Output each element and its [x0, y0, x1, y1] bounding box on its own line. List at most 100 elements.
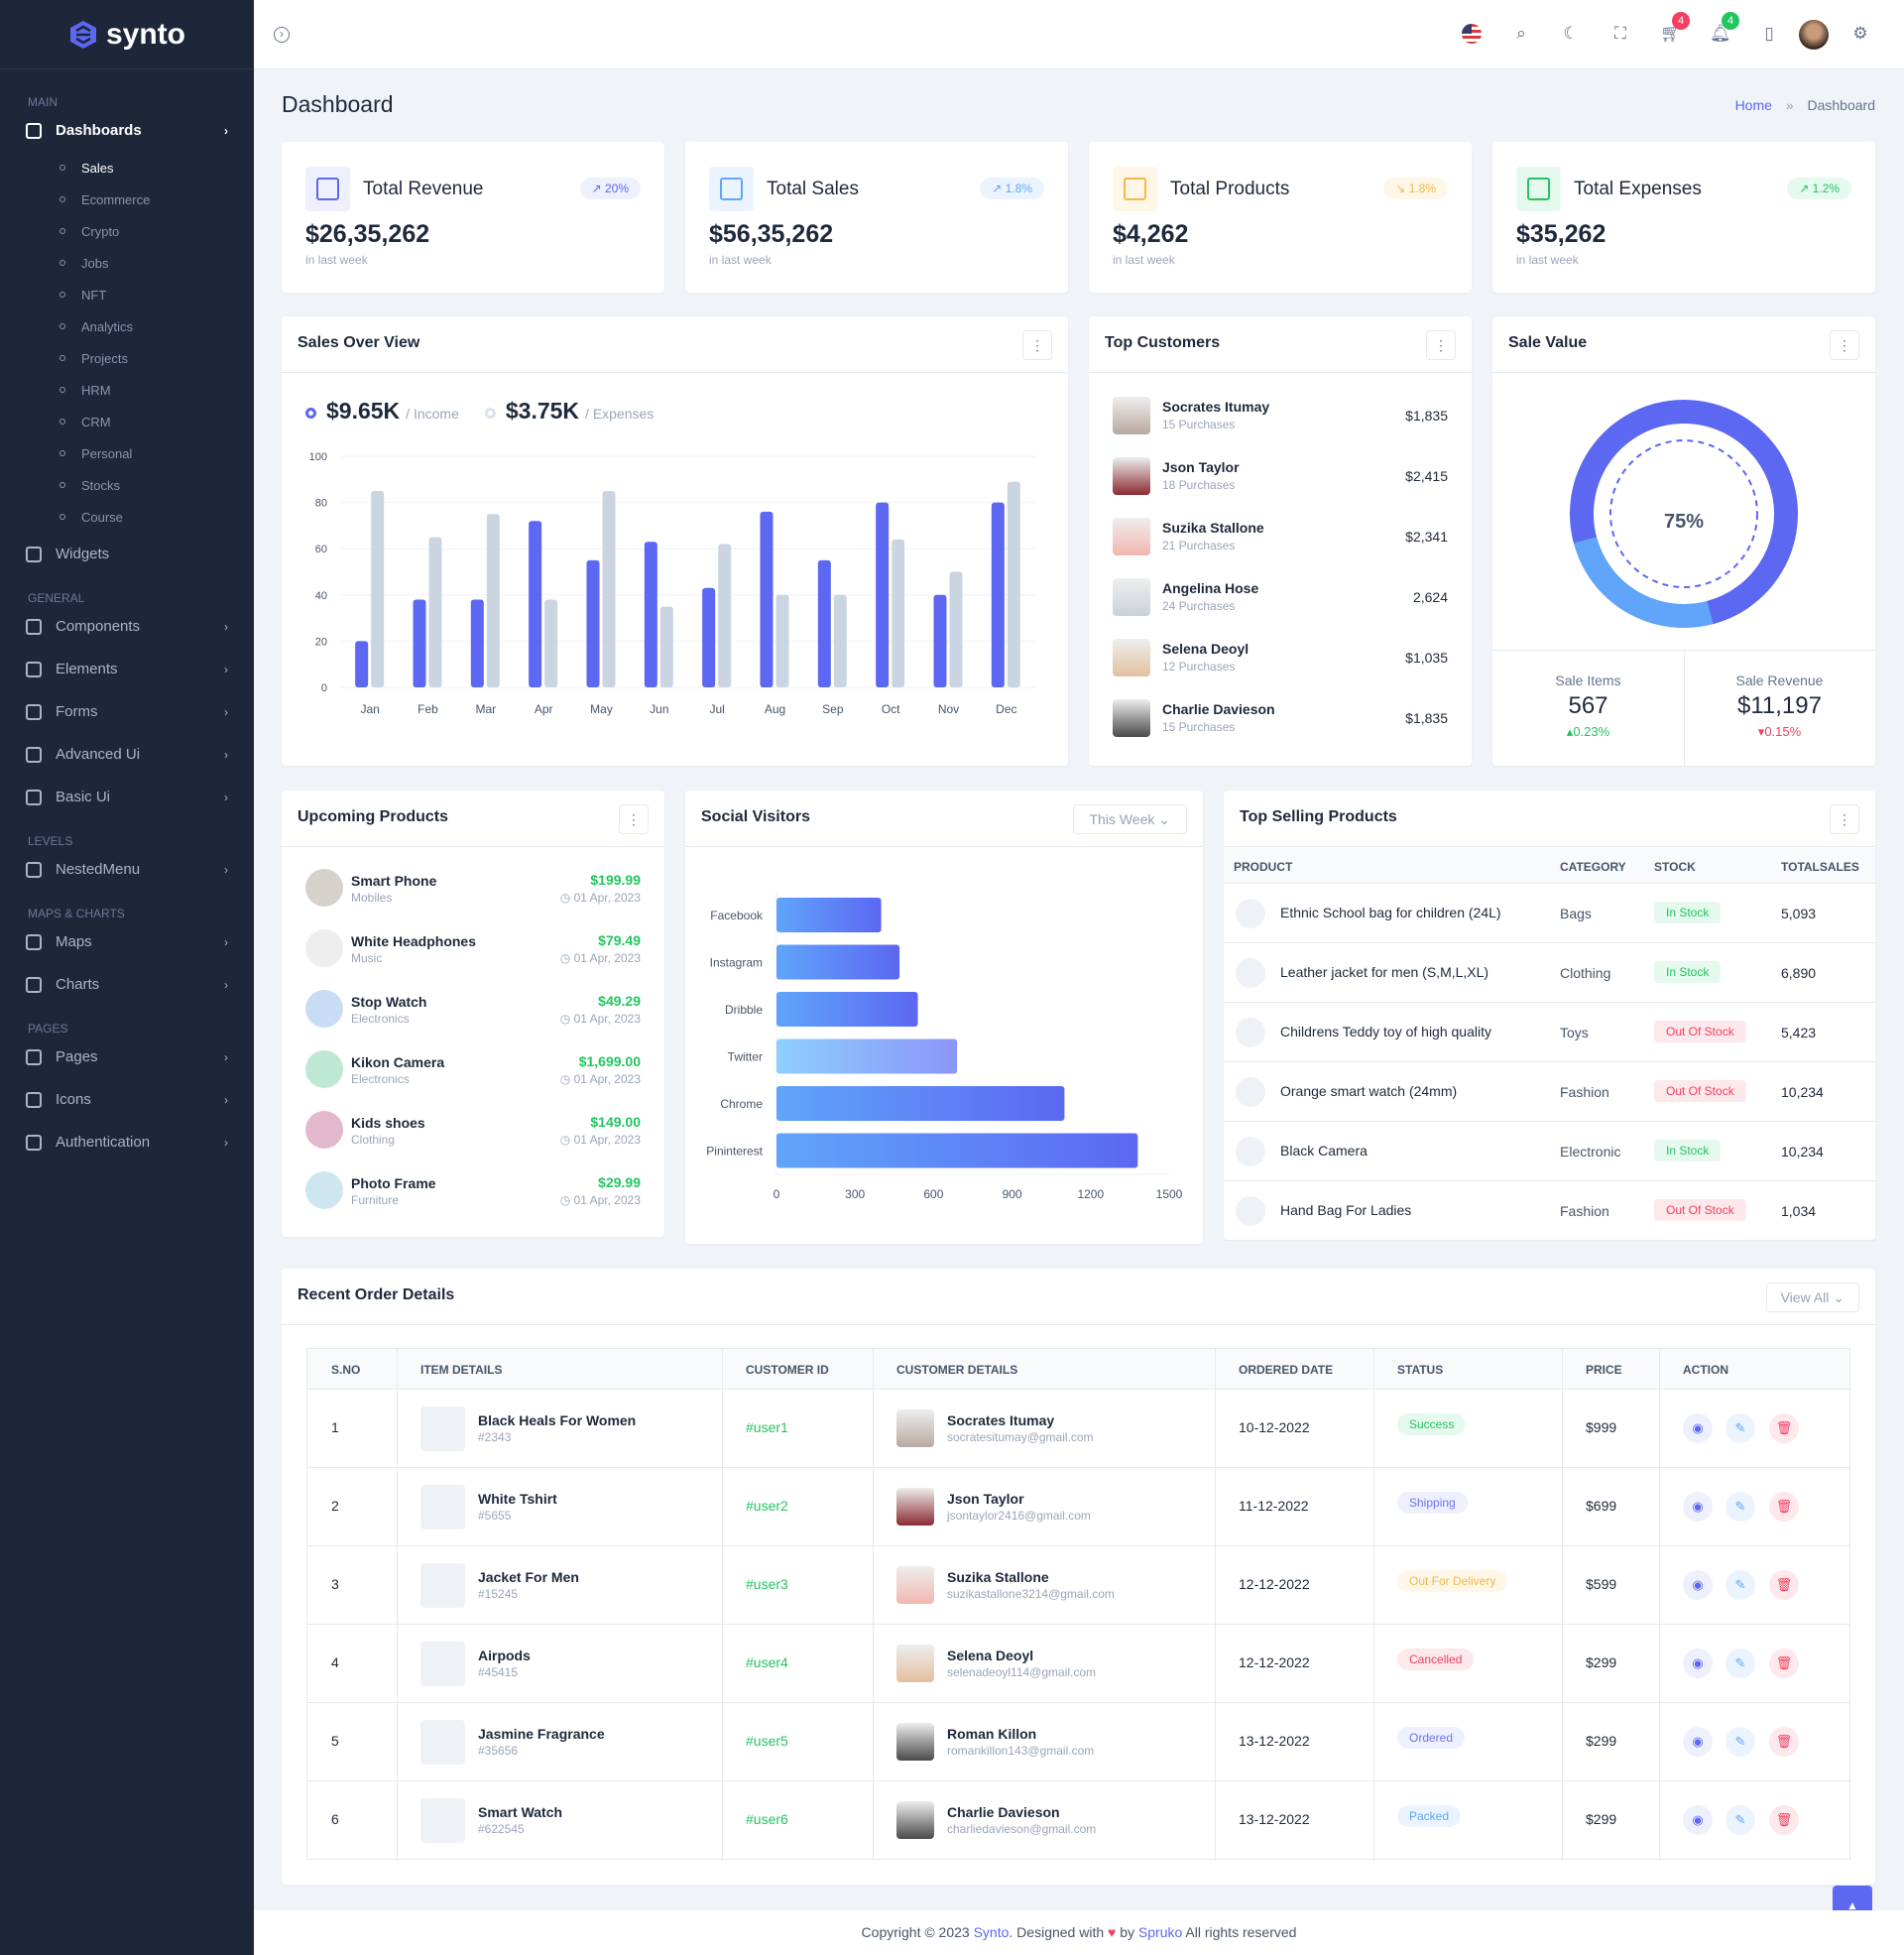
upcoming-product-item[interactable]: Kikon Camera Electronics $1,699.00 ◷ 01 … [282, 1050, 664, 1095]
sidebar-item-basic-ui[interactable]: Basic Ui › [0, 776, 254, 818]
customer-item[interactable]: Charlie Davieson 15 Purchases $1,835 [1089, 699, 1472, 749]
delete-button[interactable]: 🗑︎ [1769, 1570, 1799, 1600]
sidebar-item-dashboards[interactable]: Dashboards › [0, 109, 254, 152]
edit-button[interactable]: ✎ [1726, 1570, 1755, 1600]
sidebar-subitem-jobs[interactable]: Jobs [0, 247, 254, 279]
view-button[interactable]: ◉ [1683, 1727, 1713, 1757]
edit-button[interactable]: ✎ [1726, 1727, 1755, 1757]
column-header: CATEGORY [1560, 860, 1626, 874]
stat-value: $4,262 [1113, 220, 1189, 248]
upcoming-product-item[interactable]: White Headphones Music $79.49 ◷ 01 Apr, … [282, 929, 664, 974]
sidebar-subitem-crypto[interactable]: Crypto [0, 215, 254, 247]
sidebar-toggle-icon[interactable]: › [274, 27, 290, 43]
sidebar-item-authentication[interactable]: Authentication › [0, 1121, 254, 1163]
bell-icon[interactable]: 🔔︎ 4 [1710, 12, 1739, 44]
upcoming-product-item[interactable]: Kids shoes Clothing $149.00 ◷ 01 Apr, 20… [282, 1111, 664, 1156]
sidebar-item-icons[interactable]: Icons › [0, 1078, 254, 1121]
sidebar-item-forms[interactable]: Forms › [0, 690, 254, 733]
upcoming-product-item[interactable]: Stop Watch Electronics $49.29 ◷ 01 Apr, … [282, 990, 664, 1035]
edit-button[interactable]: ✎ [1726, 1492, 1755, 1522]
clock-icon: ◷ [559, 1072, 571, 1086]
logo[interactable]: synto [0, 0, 254, 69]
more-options-button[interactable]: ⋮ [1426, 330, 1456, 360]
more-options-button[interactable]: ⋮ [619, 804, 649, 834]
sidebar-item-widgets[interactable]: Widgets [0, 533, 254, 575]
view-button[interactable]: ◉ [1683, 1805, 1713, 1835]
product-name: Leather jacket for men (S,M,L,XL) [1280, 964, 1489, 980]
customer-item[interactable]: Suzika Stallone 21 Purchases $2,341 [1089, 518, 1472, 567]
sidebar-subitem-personal[interactable]: Personal [0, 437, 254, 469]
customer-amount: $1,835 [1405, 408, 1448, 424]
product-name: Kids shoes [351, 1115, 425, 1131]
sidebar-item-pages[interactable]: Pages › [0, 1036, 254, 1078]
customer-id-link[interactable]: #user2 [746, 1498, 788, 1514]
moon-icon[interactable]: ☾ [1563, 24, 1579, 43]
product-name: Photo Frame [351, 1175, 436, 1191]
time-range-dropdown[interactable]: This Week ⌄ [1072, 804, 1187, 834]
flag-us-icon[interactable] [1462, 24, 1482, 44]
edit-button[interactable]: ✎ [1726, 1649, 1755, 1678]
sidebar-subitem-projects[interactable]: Projects [0, 342, 254, 374]
customer-purchases: 12 Purchases [1162, 660, 1236, 673]
customer-id-link[interactable]: #user1 [746, 1419, 788, 1435]
customer-id-link[interactable]: #user5 [746, 1733, 788, 1749]
view-button[interactable]: ◉ [1683, 1649, 1713, 1678]
footer-author-link[interactable]: Spruko [1137, 1924, 1183, 1940]
sidebar-subitem-sales[interactable]: Sales [0, 152, 254, 183]
stock-status-badge: In Stock [1654, 1140, 1722, 1161]
customer-name: Charlie Davieson [947, 1804, 1060, 1820]
sidebar-item-components[interactable]: Components › [0, 605, 254, 648]
cart-icon[interactable]: 🛒︎ 4 [1660, 12, 1690, 44]
sidebar-item-charts[interactable]: Charts › [0, 963, 254, 1006]
upcoming-product-item[interactable]: Smart Phone Mobiles $199.99 ◷ 01 Apr, 20… [282, 869, 664, 914]
delete-button[interactable]: 🗑︎ [1769, 1805, 1799, 1835]
sidebar-subitem-crm[interactable]: CRM [0, 406, 254, 437]
more-options-button[interactable]: ⋮ [1830, 804, 1859, 834]
view-button[interactable]: ◉ [1683, 1413, 1713, 1443]
view-button[interactable]: ◉ [1683, 1492, 1713, 1522]
delete-button[interactable]: 🗑︎ [1769, 1413, 1799, 1443]
bar-income [817, 559, 831, 687]
product-thumbnail [1236, 1018, 1265, 1047]
footer-brand-link[interactable]: Synto [973, 1924, 1010, 1940]
card-title: Top Customers [1105, 334, 1221, 351]
more-options-button[interactable]: ⋮ [1022, 330, 1052, 360]
upcoming-product-item[interactable]: Photo Frame Furniture $29.99 ◷ 01 Apr, 2… [282, 1171, 664, 1216]
product-thumbnail [1236, 958, 1265, 988]
sidebar-subitem-nft[interactable]: NFT [0, 279, 254, 310]
breadcrumb-home[interactable]: Home [1734, 97, 1772, 113]
donut-center-label: 75% [1663, 511, 1705, 533]
edit-button[interactable]: ✎ [1726, 1413, 1755, 1443]
edit-button[interactable]: ✎ [1726, 1805, 1755, 1835]
search-icon[interactable]: ⌕ [1516, 24, 1526, 43]
sidebar-subitem-analytics[interactable]: Analytics [0, 310, 254, 342]
user-avatar[interactable] [1799, 20, 1829, 50]
customer-id-link[interactable]: #user4 [746, 1654, 788, 1670]
sidebar-item-nestedmenu[interactable]: NestedMenu › [0, 848, 254, 891]
sidebar-subitem-ecommerce[interactable]: Ecommerce [0, 183, 254, 215]
clock-icon: ◷ [559, 1193, 571, 1207]
view-button[interactable]: ◉ [1683, 1570, 1713, 1600]
fullscreen-icon[interactable]: ⛶ [1614, 24, 1626, 43]
customer-item[interactable]: Socrates Itumay 15 Purchases $1,835 [1089, 397, 1472, 446]
sidebar-item-maps[interactable]: Maps › [0, 920, 254, 963]
customer-item[interactable]: Selena Deoyl 12 Purchases $1,035 [1089, 639, 1472, 688]
delete-button[interactable]: 🗑︎ [1769, 1649, 1799, 1678]
view-all-button[interactable]: View All ⌄ [1765, 1283, 1859, 1312]
customer-avatar [896, 1566, 934, 1604]
customer-id-link[interactable]: #user3 [746, 1576, 788, 1592]
more-options-button[interactable]: ⋮ [1830, 330, 1859, 360]
sidebar-subitem-course[interactable]: Course [0, 501, 254, 533]
customer-id-link[interactable]: #user6 [746, 1811, 788, 1827]
delete-button[interactable]: 🗑︎ [1769, 1492, 1799, 1522]
customer-item[interactable]: Angelina Hose 24 Purchases 2,624 [1089, 578, 1472, 628]
bookmark-icon[interactable]: ▯ [1764, 24, 1774, 43]
delete-button[interactable]: 🗑︎ [1769, 1727, 1799, 1757]
chevron-right-icon: › [224, 977, 228, 992]
sidebar-item-elements[interactable]: Elements › [0, 648, 254, 690]
sidebar-item-advanced-ui[interactable]: Advanced Ui › [0, 733, 254, 776]
gear-icon[interactable]: ⚙ [1852, 24, 1868, 43]
sidebar-subitem-hrm[interactable]: HRM [0, 374, 254, 406]
sidebar-subitem-stocks[interactable]: Stocks [0, 469, 254, 501]
customer-item[interactable]: Json Taylor 18 Purchases $2,415 [1089, 457, 1472, 507]
